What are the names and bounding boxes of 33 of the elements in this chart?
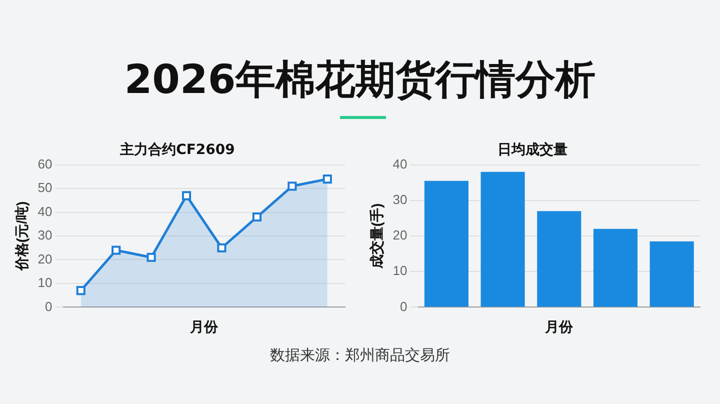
y-tick-label: 40: [392, 156, 408, 172]
y-tick-label: 0: [400, 298, 408, 314]
y-tick-label: 10: [392, 263, 408, 278]
bar: [537, 211, 582, 307]
y-tick-label: 30: [38, 228, 52, 243]
y-tick-label: 30: [392, 192, 408, 207]
y-tick-label: 20: [38, 251, 52, 266]
y-tick-label: 10: [38, 275, 52, 290]
y-tick-label: 60: [38, 156, 52, 172]
chart-subtitle: 主力合约CF2609: [119, 141, 235, 158]
y-axis-title: 成交量(手): [368, 203, 384, 270]
y-tick-label: 40: [38, 204, 52, 219]
point: [252, 212, 262, 222]
point: [288, 182, 297, 191]
bar: [650, 241, 694, 307]
point: [112, 246, 121, 255]
y-axis-title: 价格(元/吨): [13, 201, 30, 272]
point: [322, 174, 332, 184]
point: [76, 286, 86, 296]
bar: [480, 172, 525, 307]
chart-title: 2026年棉花期货行情分析: [123, 56, 597, 105]
bar: [424, 180, 468, 307]
point: [146, 252, 156, 262]
source-note: 数据来源：郑州商品交易所: [269, 346, 451, 365]
y-tick-label: 0: [45, 298, 52, 314]
y-tick-label: 20: [392, 228, 408, 243]
point: [182, 191, 192, 200]
bar: [593, 228, 638, 307]
point: [217, 243, 226, 252]
x-axis-title: 月份: [189, 318, 220, 334]
x-axis-title: 月份: [544, 318, 574, 334]
chart-title: 日均成交量: [498, 141, 568, 158]
y-tick-label: 50: [38, 180, 52, 196]
